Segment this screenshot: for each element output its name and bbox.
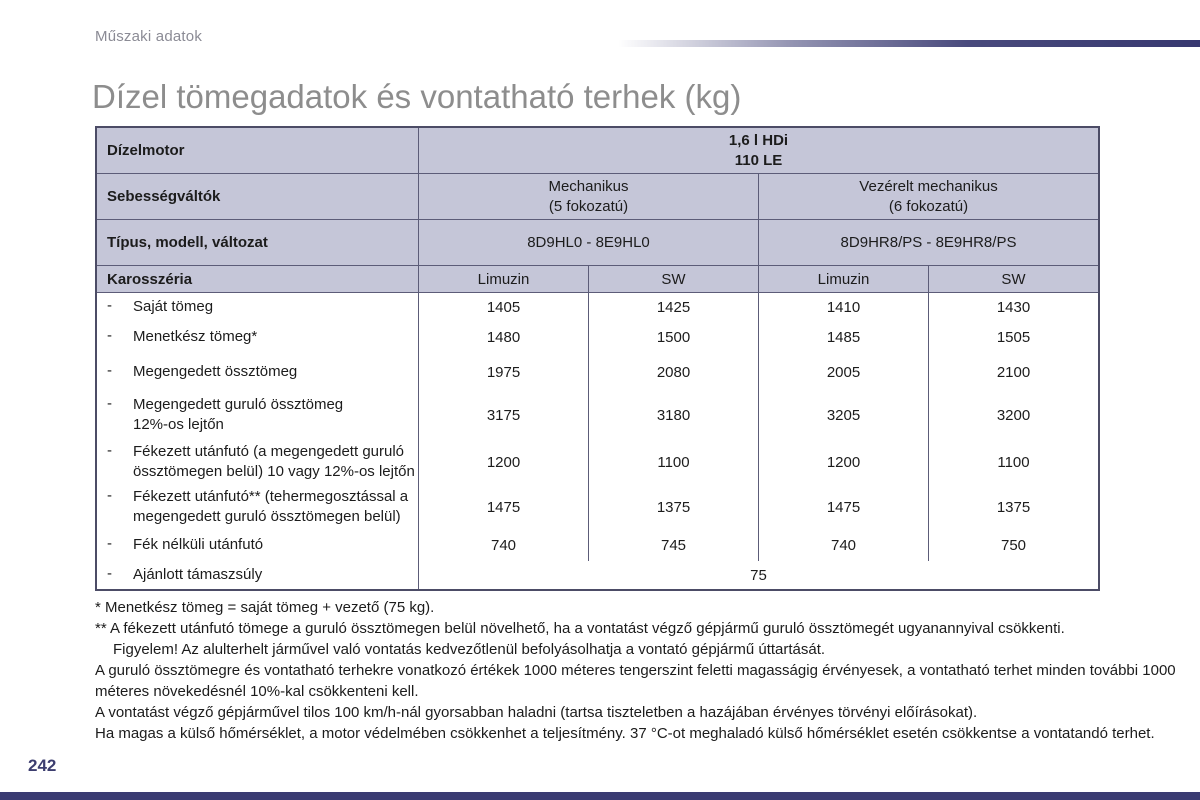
value-cell: 3175 — [418, 391, 588, 439]
footnote-warning: Figyelem! Az alulterhelt járművel való v… — [113, 641, 826, 658]
nose-weight-value: 75 — [418, 561, 1098, 589]
top-accent-bar — [618, 40, 1200, 47]
table-row-braked-trailer: - Fékezett utánfutó (a megengedett gurul… — [97, 439, 1098, 485]
value-cell: 1405 — [418, 293, 588, 321]
page-title: Dízel tömegadatok és vontatható terhek (… — [92, 78, 742, 115]
dash-marker: - — [107, 535, 112, 552]
footnote-braked-trailer: ** A fékezett utánfutó tömege a guruló ö… — [95, 620, 1065, 637]
gearbox-piloted-type: Vezérelt mechanikus — [859, 177, 998, 195]
body-col-1: Limuzin — [418, 266, 588, 292]
footnote-speed-limit: A vontatást végző gépjárművel tilos 100 … — [95, 704, 978, 721]
value-cell: 1410 — [758, 293, 928, 321]
value-cell: 2005 — [758, 353, 928, 391]
row-label-cell: - Ajánlott támaszsúly — [97, 561, 418, 589]
table-row-type: Típus, modell, változat 8D9HL0 - 8E9HL0 … — [97, 220, 1098, 266]
value-cell: 745 — [588, 529, 758, 561]
row-label: Fékezett utánfutó (a megengedett guruló … — [133, 443, 415, 480]
page-number: 242 — [28, 756, 57, 775]
value-cell: 3200 — [928, 391, 1098, 439]
body-col-4: SW — [928, 266, 1098, 292]
value-cell: 1200 — [418, 439, 588, 485]
row-label-cell: - Fékezett utánfutó (a megengedett gurul… — [97, 439, 418, 485]
value-cell: 1430 — [928, 293, 1098, 321]
table-row-running-weight: - Menetkész tömeg* 1480 1500 1485 1505 — [97, 321, 1098, 353]
value-cell: 1480 — [418, 321, 588, 353]
value-cell: 1375 — [588, 485, 758, 529]
weights-table: Dízelmotor 1,6 l HDi 110 LE Sebességvált… — [95, 126, 1100, 591]
dash-marker: - — [107, 565, 112, 582]
value-cell: 1100 — [588, 439, 758, 485]
section-header: Műszaki adatok — [95, 28, 203, 45]
value-cell: 740 — [418, 529, 588, 561]
dash-marker: - — [107, 297, 112, 314]
gearbox-piloted-cell: Vezérelt mechanikus (6 fokozatú) — [758, 174, 1098, 219]
row-label-cell: - Megengedett össztömeg — [97, 353, 418, 391]
value-cell: 1500 — [588, 321, 758, 353]
value-cell: 1475 — [418, 485, 588, 529]
gearbox-manual-cell: Mechanikus (5 fokozatú) — [418, 174, 758, 219]
gearbox-piloted-detail: (6 fokozatú) — [888, 197, 969, 215]
value-cell: 1505 — [928, 321, 1098, 353]
type-code-right: 8D9HR8/PS - 8E9HR8/PS — [758, 220, 1098, 265]
table-row-engine: Dízelmotor 1,6 l HDi 110 LE — [97, 128, 1098, 174]
row-label-cell: - Fék nélküli utánfutó — [97, 529, 418, 561]
row-label: Menetkész tömeg* — [133, 328, 258, 345]
dash-marker: - — [107, 442, 112, 459]
row-label-cell: - Megengedett guruló össztömeg 12%-os le… — [97, 391, 418, 439]
value-cell: 740 — [758, 529, 928, 561]
value-cell: 1200 — [758, 439, 928, 485]
value-cell: 3180 — [588, 391, 758, 439]
row-label: Fék nélküli utánfutó — [133, 536, 264, 553]
value-cell: 1425 — [588, 293, 758, 321]
value-cell: 1975 — [418, 353, 588, 391]
dash-marker: - — [107, 395, 112, 412]
row-label: Fékezett utánfutó** (tehermegosztással a… — [133, 488, 409, 525]
value-cell: 1375 — [928, 485, 1098, 529]
footnote-altitude: A guruló össztömegre és vontatható terhe… — [95, 662, 1176, 700]
gearbox-row-label: Sebességváltók — [107, 188, 221, 205]
type-row-label: Típus, modell, változat — [107, 234, 268, 251]
row-label-cell: - Saját tömeg — [97, 293, 418, 321]
row-label: Saját tömeg — [133, 298, 214, 315]
dash-marker: - — [107, 327, 112, 344]
value-cell: 750 — [928, 529, 1098, 561]
footnote-temperature: Ha magas a külső hőmérséklet, a motor vé… — [95, 725, 1155, 742]
engine-value-cell: 1,6 l HDi 110 LE — [418, 128, 1098, 173]
row-label: Megengedett guruló össztömeg 12%-os lejt… — [133, 396, 344, 433]
engine-name: 1,6 l HDi — [728, 131, 789, 149]
table-row-kerb-weight: - Saját tömeg 1405 1425 1410 1430 — [97, 293, 1098, 321]
value-cell: 2080 — [588, 353, 758, 391]
body-row-label: Karosszéria — [107, 270, 193, 288]
value-cell: 2100 — [928, 353, 1098, 391]
value-cell: 1100 — [928, 439, 1098, 485]
dash-marker: - — [107, 487, 112, 504]
type-code-left: 8D9HL0 - 8E9HL0 — [418, 220, 758, 265]
table-row-gearbox: Sebességváltók Mechanikus (5 fokozatú) V… — [97, 174, 1098, 220]
table-row-body: Karosszéria Limuzin SW Limuzin SW — [97, 266, 1098, 293]
table-row-nose-weight: - Ajánlott támaszsúly 75 — [97, 561, 1098, 589]
value-cell: 1475 — [758, 485, 928, 529]
row-label-cell: - Menetkész tömeg* — [97, 321, 418, 353]
table-row-unbraked-trailer: - Fék nélküli utánfutó 740 745 740 750 — [97, 529, 1098, 561]
engine-row-label: Dízelmotor — [107, 142, 185, 159]
footnotes-block: * Menetkész tömeg = saját tömeg + vezető… — [95, 597, 1188, 744]
body-col-2: SW — [588, 266, 758, 292]
row-label: Ajánlott támaszsúly — [133, 566, 263, 583]
value-cell: 1485 — [758, 321, 928, 353]
value-cell: 3205 — [758, 391, 928, 439]
table-row-gross-train-weight: - Megengedett guruló össztömeg 12%-os le… — [97, 391, 1098, 439]
gearbox-manual-detail: (5 fokozatú) — [548, 197, 629, 215]
table-row-braked-trailer-load-transfer: - Fékezett utánfutó** (tehermegosztással… — [97, 485, 1098, 529]
dash-marker: - — [107, 362, 112, 379]
engine-power: 110 LE — [734, 151, 783, 169]
bottom-accent-bar — [0, 792, 1200, 800]
table-row-max-weight: - Megengedett össztömeg 1975 2080 2005 2… — [97, 353, 1098, 391]
row-label: Megengedett össztömeg — [133, 363, 298, 380]
body-col-3: Limuzin — [758, 266, 928, 292]
row-label-cell: - Fékezett utánfutó** (tehermegosztással… — [97, 485, 418, 529]
gearbox-manual-type: Mechanikus — [548, 177, 629, 195]
footnote-kerb-weight: * Menetkész tömeg = saját tömeg + vezető… — [95, 599, 435, 616]
